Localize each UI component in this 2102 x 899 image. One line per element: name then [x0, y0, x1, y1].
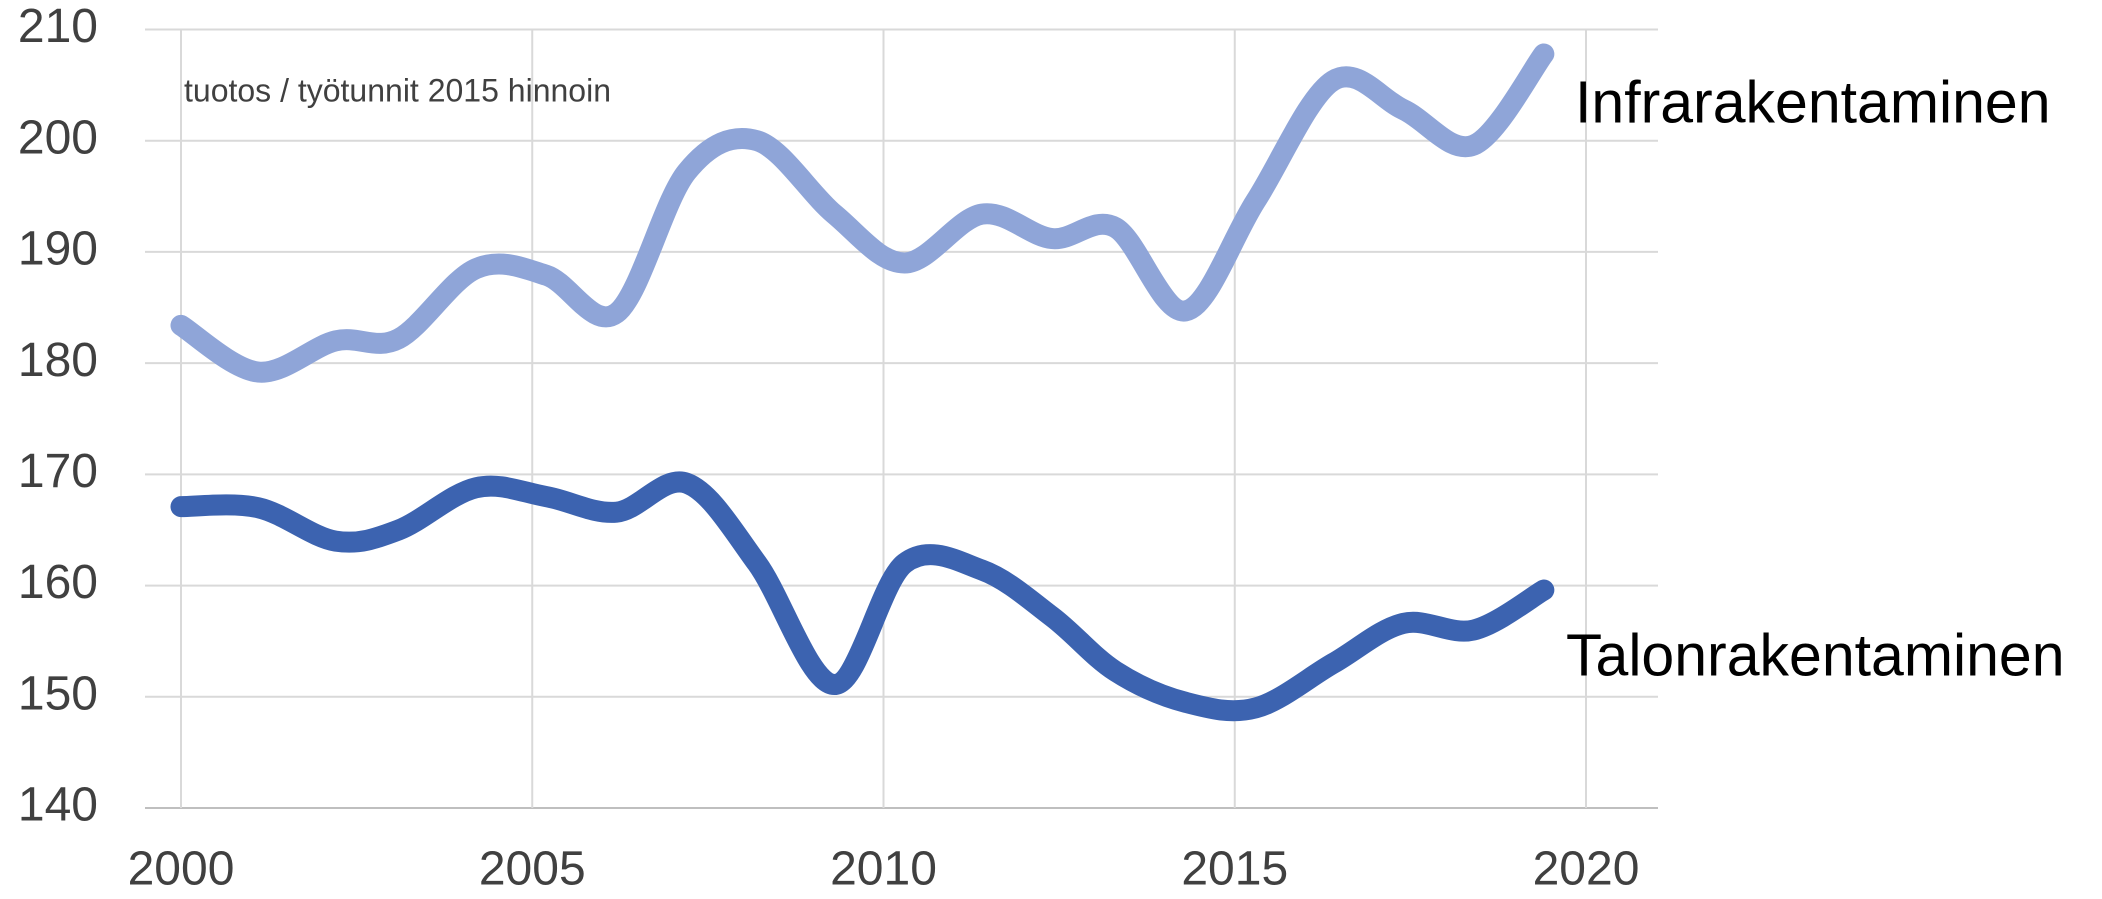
y-tick-label: 150	[18, 667, 98, 720]
x-tick-label: 2000	[128, 843, 235, 896]
x-tick-label: 2005	[479, 843, 586, 896]
series-label: Infrarakentaminen	[1575, 70, 2051, 136]
y-tick-label: 160	[18, 556, 98, 609]
series-line	[170, 471, 1555, 722]
x-tick-label: 2020	[1533, 843, 1640, 896]
y-tick-label: 200	[18, 111, 98, 164]
series-label: Talonrakentaminen	[1566, 623, 2065, 689]
annotation: tuotos / työtunnit 2015 hinnoin	[184, 72, 611, 108]
x-tick-label: 2015	[1181, 843, 1288, 896]
x-tick-label: 2010	[830, 843, 937, 896]
y-tick-label: 140	[18, 779, 98, 832]
y-tick-label: 210	[18, 0, 98, 53]
y-tick-label: 180	[18, 334, 98, 387]
series-line	[170, 43, 1555, 383]
y-tick-label: 190	[18, 223, 98, 276]
y-tick-label: 170	[18, 445, 98, 498]
